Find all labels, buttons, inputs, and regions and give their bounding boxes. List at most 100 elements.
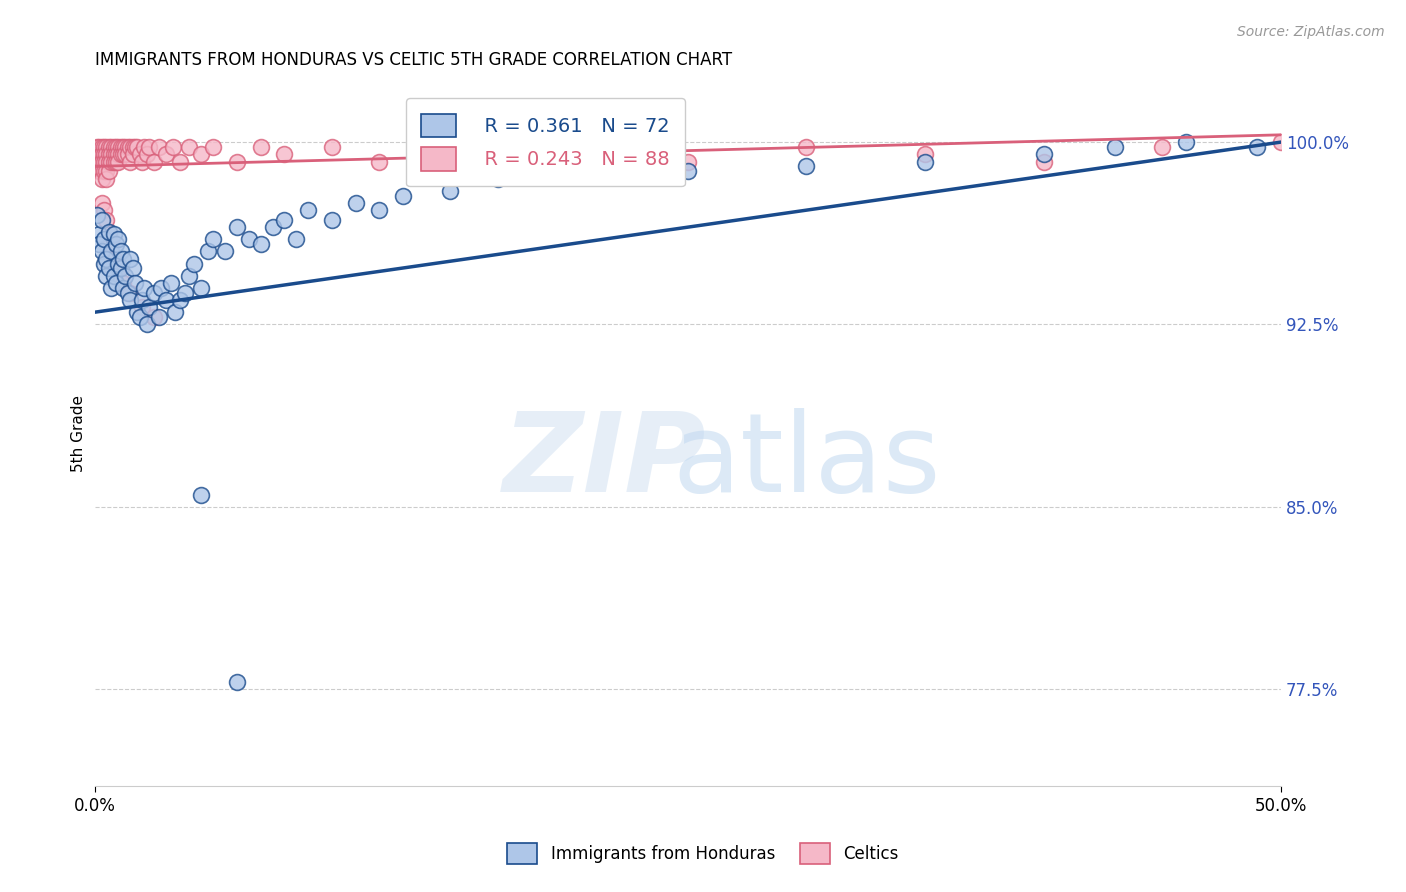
Text: ZIP: ZIP — [503, 409, 706, 516]
Point — [169, 154, 191, 169]
Point — [135, 318, 157, 332]
Point — [103, 140, 125, 154]
Point — [128, 147, 150, 161]
Point — [112, 252, 135, 266]
Point — [112, 276, 135, 290]
Point — [796, 140, 818, 154]
Point — [114, 268, 136, 283]
Point — [131, 301, 153, 315]
Point — [100, 154, 122, 169]
Point — [93, 257, 115, 271]
Point — [90, 164, 112, 178]
Point — [120, 154, 142, 169]
Point — [96, 154, 118, 169]
Point — [93, 164, 115, 178]
Point — [249, 237, 271, 252]
Point — [127, 305, 149, 319]
Point — [93, 147, 115, 161]
Point — [89, 164, 111, 178]
Point — [97, 154, 120, 169]
Point — [90, 212, 112, 227]
Point — [89, 227, 111, 242]
Point — [148, 140, 170, 154]
Point — [112, 147, 135, 161]
Point — [190, 281, 212, 295]
Point — [124, 276, 146, 290]
Point — [1032, 147, 1054, 161]
Point — [558, 164, 581, 178]
Point — [96, 140, 118, 154]
Point — [392, 188, 415, 202]
Point — [104, 154, 127, 169]
Point — [1175, 135, 1198, 149]
Point — [120, 285, 142, 300]
Point — [131, 293, 153, 307]
Point — [134, 281, 156, 295]
Point — [103, 154, 125, 169]
Point — [150, 281, 173, 295]
Point — [138, 301, 160, 315]
Point — [190, 487, 212, 501]
Point — [117, 147, 139, 161]
Point — [97, 164, 120, 178]
Point — [110, 261, 132, 276]
Point — [155, 293, 177, 307]
Point — [90, 195, 112, 210]
Point — [169, 293, 191, 307]
Point — [142, 310, 165, 324]
Point — [97, 140, 120, 154]
Point — [86, 208, 108, 222]
Point — [100, 244, 122, 259]
Point — [138, 140, 160, 154]
Point — [96, 212, 118, 227]
Y-axis label: 5th Grade: 5th Grade — [72, 395, 86, 472]
Point — [103, 268, 125, 283]
Point — [165, 305, 187, 319]
Point — [100, 237, 122, 252]
Point — [96, 164, 118, 178]
Point — [914, 154, 936, 169]
Point — [197, 244, 219, 259]
Point — [89, 147, 111, 161]
Point — [110, 244, 132, 259]
Point — [1246, 140, 1268, 154]
Point — [97, 225, 120, 239]
Point — [90, 140, 112, 154]
Point — [107, 147, 129, 161]
Point — [96, 147, 118, 161]
Point — [117, 285, 139, 300]
Point — [162, 140, 184, 154]
Point — [97, 147, 120, 161]
Text: atlas: atlas — [672, 409, 941, 516]
Point — [558, 147, 581, 161]
Point — [112, 281, 135, 295]
Point — [214, 244, 236, 259]
Point — [321, 212, 343, 227]
Point — [121, 147, 143, 161]
Point — [89, 140, 111, 154]
Point — [89, 237, 111, 252]
Point — [90, 171, 112, 186]
Point — [96, 252, 118, 266]
Point — [90, 244, 112, 259]
Point — [104, 147, 127, 161]
Point — [273, 147, 295, 161]
Point — [117, 140, 139, 154]
Point — [96, 268, 118, 283]
Point — [114, 147, 136, 161]
Point — [120, 252, 142, 266]
Point — [93, 140, 115, 154]
Point — [93, 232, 115, 246]
Point — [148, 310, 170, 324]
Point — [368, 203, 391, 218]
Point — [344, 195, 367, 210]
Point — [114, 140, 136, 154]
Point — [104, 276, 127, 290]
Point — [86, 147, 108, 161]
Point — [676, 164, 699, 178]
Point — [127, 140, 149, 154]
Point — [110, 147, 132, 161]
Point — [1270, 135, 1292, 149]
Point — [173, 285, 195, 300]
Point — [89, 154, 111, 169]
